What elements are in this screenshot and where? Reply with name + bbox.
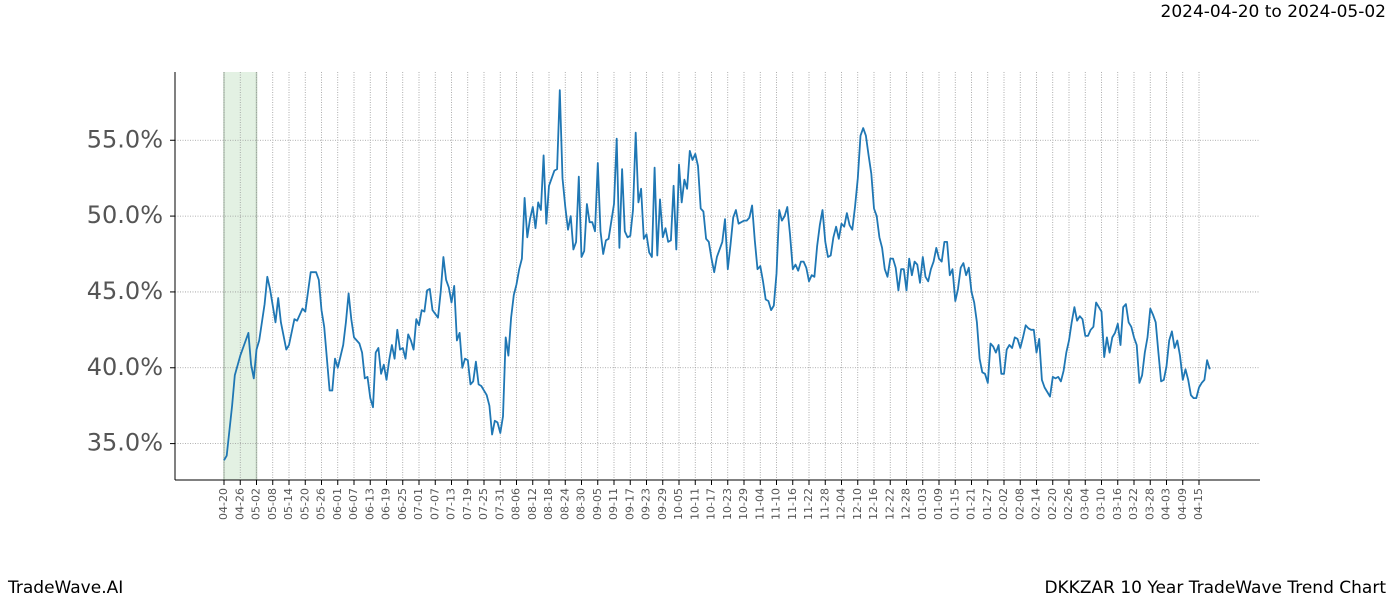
- x-tick-label: 10-05: [672, 488, 685, 520]
- x-tick-label: 02-08: [1013, 488, 1026, 520]
- x-tick-label: 04-03: [1160, 488, 1173, 520]
- x-tick-label: 12-16: [867, 488, 880, 520]
- x-tick-label: 07-19: [461, 488, 474, 520]
- x-tick-label: 02-14: [1030, 488, 1043, 520]
- x-tick-label: 11-10: [770, 488, 783, 520]
- x-tick-label: 04-15: [1192, 488, 1205, 520]
- x-tick-label: 03-28: [1143, 488, 1156, 520]
- y-tick-label: 35.0%: [87, 429, 163, 457]
- x-tick-label: 01-27: [981, 488, 994, 520]
- x-tick-label: 08-30: [575, 488, 588, 520]
- x-tick-label: 03-10: [1095, 488, 1108, 520]
- x-tick-label: 03-04: [1078, 488, 1091, 520]
- x-tick-label: 03-16: [1111, 488, 1124, 520]
- x-tick-label: 04-09: [1176, 488, 1189, 520]
- y-tick-label: 40.0%: [87, 353, 163, 381]
- x-tick-label: 06-13: [363, 488, 376, 520]
- x-tick-label: 06-25: [396, 488, 409, 520]
- y-tick-label: 45.0%: [87, 277, 163, 305]
- x-tick-label: 09-11: [607, 488, 620, 520]
- x-tick-label: 07-07: [428, 488, 441, 520]
- x-tick-label: 12-28: [900, 488, 913, 520]
- y-tick-label: 50.0%: [87, 201, 163, 229]
- x-tick-label: 04-20: [217, 488, 230, 520]
- x-tick-label: 01-21: [965, 488, 978, 520]
- x-tick-label: 07-01: [412, 488, 425, 520]
- x-tick-label: 11-28: [818, 488, 831, 520]
- x-tick-label: 05-02: [250, 488, 263, 520]
- chart-caption: DKKZAR 10 Year TradeWave Trend Chart: [1044, 578, 1386, 598]
- x-tick-label: 11-16: [786, 488, 799, 520]
- x-tick-label: 01-03: [916, 488, 929, 520]
- x-tick-label: 12-04: [835, 488, 848, 520]
- x-tick-label: 05-08: [266, 488, 279, 520]
- x-tick-label: 10-17: [705, 488, 718, 520]
- x-tick-label: 04-26: [233, 488, 246, 520]
- x-tick-label: 12-22: [883, 488, 896, 520]
- x-tick-label: 06-01: [331, 488, 344, 520]
- x-tick-label: 09-23: [640, 488, 653, 520]
- x-tick-label: 05-26: [315, 488, 328, 520]
- x-tick-label: 08-12: [526, 488, 539, 520]
- x-tick-label: 12-10: [851, 488, 864, 520]
- y-tick-label: 55.0%: [87, 125, 163, 153]
- x-tick-label: 05-14: [282, 488, 295, 520]
- chart-title: 2024-04-20 to 2024-05-02: [1161, 2, 1386, 22]
- x-tick-label: 07-31: [493, 488, 506, 520]
- x-tick-label: 08-06: [510, 488, 523, 520]
- x-tick-label: 01-09: [932, 488, 945, 520]
- x-tick-label: 10-11: [688, 488, 701, 520]
- brand: TradeWave.AI: [7, 578, 123, 598]
- x-tick-label: 11-22: [802, 488, 815, 520]
- x-tick-label: 06-19: [380, 488, 393, 520]
- highlight-band: [224, 72, 257, 480]
- x-tick-label: 02-26: [1062, 488, 1075, 520]
- trend-line: [223, 89, 1211, 461]
- x-tick-label: 07-25: [477, 488, 490, 520]
- x-tick-label: 06-07: [347, 488, 360, 520]
- x-tick-label: 01-15: [948, 488, 961, 520]
- x-tick-label: 09-17: [623, 488, 636, 520]
- x-tick-label: 10-23: [721, 488, 734, 520]
- x-tick-label: 10-29: [737, 488, 750, 520]
- x-tick-label: 07-13: [445, 488, 458, 520]
- x-tick-label: 08-18: [542, 488, 555, 520]
- x-tick-label: 09-05: [591, 488, 604, 520]
- x-tick-label: 08-24: [558, 488, 571, 520]
- x-tick-label: 02-20: [1046, 488, 1059, 520]
- x-tick-label: 09-29: [656, 488, 669, 520]
- x-tick-label: 05-20: [298, 488, 311, 520]
- x-tick-label: 11-04: [753, 488, 766, 520]
- x-tick-label: 03-22: [1127, 488, 1140, 520]
- x-tick-label: 02-02: [997, 488, 1010, 520]
